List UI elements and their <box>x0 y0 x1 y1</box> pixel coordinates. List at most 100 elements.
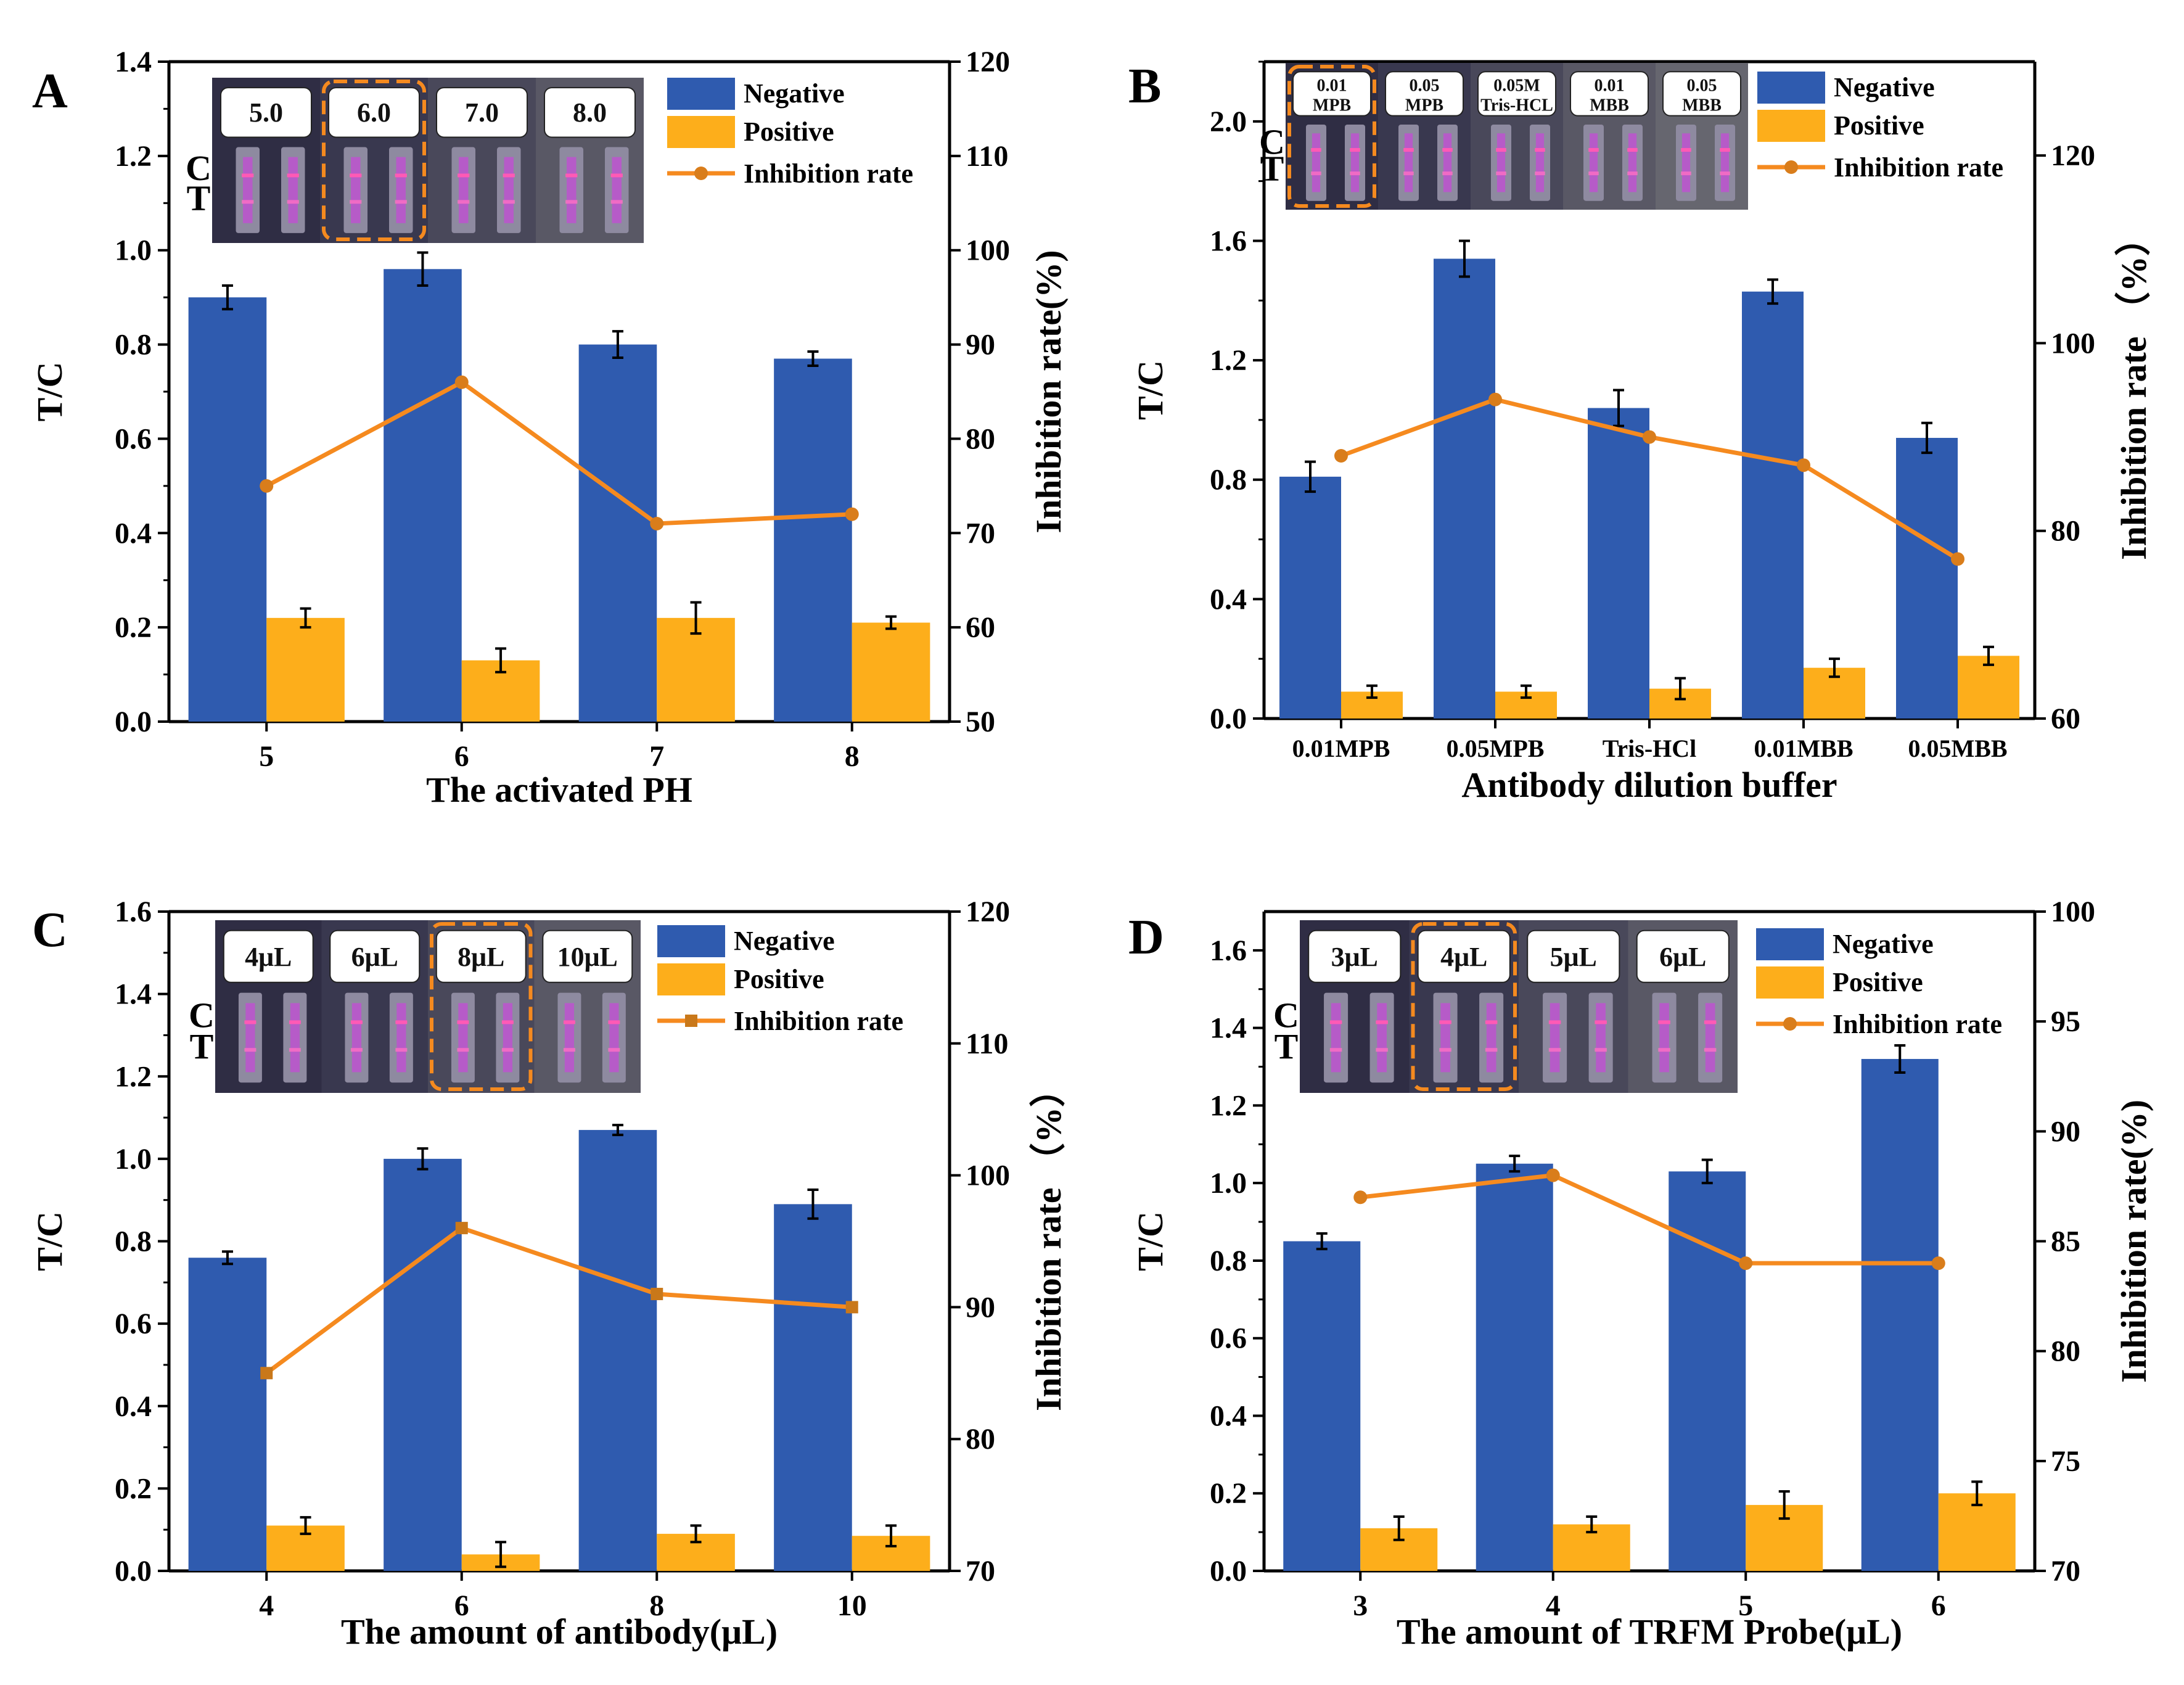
y2-tick-label: 90 <box>966 1291 995 1324</box>
control-line <box>1376 1020 1388 1024</box>
strip-label-box <box>1308 929 1402 983</box>
y-tick-label: 0.8 <box>1210 1245 1247 1277</box>
y2-tick-label: 100 <box>966 234 1010 267</box>
strip-label: 5.0 <box>249 97 283 128</box>
legend-label-negative: Negative <box>1833 929 1934 959</box>
y2-tick-label: 120 <box>966 896 1010 928</box>
control-line <box>1588 148 1599 152</box>
strip-label: 8μL <box>458 942 504 972</box>
test-line <box>350 200 362 204</box>
strip-label-box <box>1527 929 1620 983</box>
y2-tick-label: 90 <box>2051 1115 2080 1148</box>
y-tick-label: 0.0 <box>1210 1555 1247 1588</box>
y2-axis-title: Inhibition rate （%） <box>2114 220 2154 560</box>
test-line <box>1704 1048 1717 1052</box>
strip-window <box>1486 1003 1496 1073</box>
test-line <box>565 200 578 204</box>
x-tick-label: 0.05MPB <box>1447 735 1545 762</box>
x-tick-label: 10 <box>837 1589 867 1622</box>
x-tick-label: 5 <box>259 740 274 773</box>
control-line <box>458 173 470 178</box>
y-axis-title: T/C <box>1130 360 1170 420</box>
panel-letter: A <box>32 64 68 118</box>
bar-negative <box>188 297 267 722</box>
highlight-box <box>1411 922 1517 1091</box>
x-axis-title: The amount of TRFM Probe(μL) <box>1397 1612 1902 1652</box>
control-line <box>395 1020 408 1024</box>
bar-negative <box>774 1204 852 1571</box>
strip-label-box <box>223 929 314 983</box>
inhibition-point <box>1951 552 1964 566</box>
panel-letter: C <box>32 903 68 957</box>
strip-label: 8.0 <box>573 97 607 128</box>
inhibition-point <box>1488 392 1502 406</box>
y2-tick-label: 60 <box>966 611 995 644</box>
bar-positive <box>266 617 345 722</box>
y2-tick-label: 70 <box>966 517 995 550</box>
y-tick-label: 0.8 <box>115 329 152 361</box>
strip-label: 0.05 MBB <box>1682 76 1722 115</box>
y-tick-label: 1.2 <box>115 140 152 173</box>
y2-tick-label: 75 <box>2051 1445 2080 1478</box>
x-tick-label: 5 <box>1738 1589 1753 1622</box>
strip-window <box>503 1003 512 1073</box>
strip-window <box>245 1003 255 1073</box>
y-tick-label: 1.6 <box>115 896 152 928</box>
x-tick-label: Tris-HCl <box>1603 735 1697 762</box>
inhibition-point <box>454 375 469 389</box>
y2-tick-label: 100 <box>966 1160 1010 1192</box>
bar-negative <box>1279 476 1341 719</box>
y2-tick-label: 90 <box>966 329 995 361</box>
inhibition-point <box>455 1222 468 1235</box>
control-line <box>1485 1020 1498 1024</box>
inhibition-point <box>1643 430 1656 444</box>
y-tick-label: 1.2 <box>115 1060 152 1093</box>
test-label: T <box>190 1026 214 1066</box>
x-tick-label: 4 <box>259 1589 274 1622</box>
strip-label-line: MBB <box>1682 96 1722 115</box>
strip-label-line: MBB <box>1590 96 1629 115</box>
bar-positive <box>1958 656 2019 719</box>
control-line <box>1704 1020 1717 1024</box>
strip-label: 0.01 MBB <box>1590 76 1629 115</box>
y-axis-title: T/C <box>1130 1211 1170 1271</box>
bar-negative <box>1742 291 1804 719</box>
chart-panel-c: C 0.0 0.2 0.4 0.6 0.8 1.0 1.2 1.4 1.6 70 80 90 100 110… <box>30 896 1069 1652</box>
control-line <box>242 173 254 178</box>
strip-label-box <box>329 929 421 983</box>
y-tick-label: 1.0 <box>115 1143 152 1176</box>
control-line <box>1548 1020 1561 1024</box>
control-line <box>350 1020 363 1024</box>
strip-window <box>1443 133 1452 192</box>
strip-window <box>243 157 253 223</box>
strip-label: 3μL <box>1331 942 1378 972</box>
strip-label: 6μL <box>351 942 398 972</box>
control-line <box>1403 148 1414 152</box>
test-line <box>458 200 470 204</box>
strip-label: 7.0 <box>465 97 499 128</box>
x-axis-title: The amount of antibody(μL) <box>341 1612 778 1652</box>
legend-swatch-negative <box>1756 928 1824 960</box>
bar-negative <box>1669 1171 1746 1571</box>
strip-label-line: Tris-HCL <box>1480 96 1553 115</box>
strip-label-box <box>436 87 528 138</box>
strip-label: 0.05M Tris-HCL <box>1480 76 1553 115</box>
y-axis-title: T/C <box>30 1211 70 1271</box>
x-tick-label: 6 <box>454 740 469 773</box>
strip-label: 0.01 MPB <box>1313 76 1351 115</box>
strip-label-line: 0.05M <box>1493 76 1540 96</box>
control-label: C <box>189 995 215 1036</box>
strip-label-box <box>542 929 633 983</box>
control-line <box>289 1020 301 1024</box>
test-line <box>1403 171 1414 176</box>
legend-label-positive: Positive <box>1834 110 1924 141</box>
test-line <box>287 200 299 204</box>
bar-negative <box>578 1130 657 1571</box>
bar-negative <box>1476 1163 1553 1571</box>
test-label: T <box>187 178 211 218</box>
strip-label: 5μL <box>1550 942 1597 972</box>
inhibition-line <box>1360 1173 1939 1266</box>
x-tick-label: 4 <box>1546 1589 1561 1622</box>
strip-label-box <box>1417 929 1511 983</box>
y-tick-label: 1.6 <box>1210 934 1247 967</box>
